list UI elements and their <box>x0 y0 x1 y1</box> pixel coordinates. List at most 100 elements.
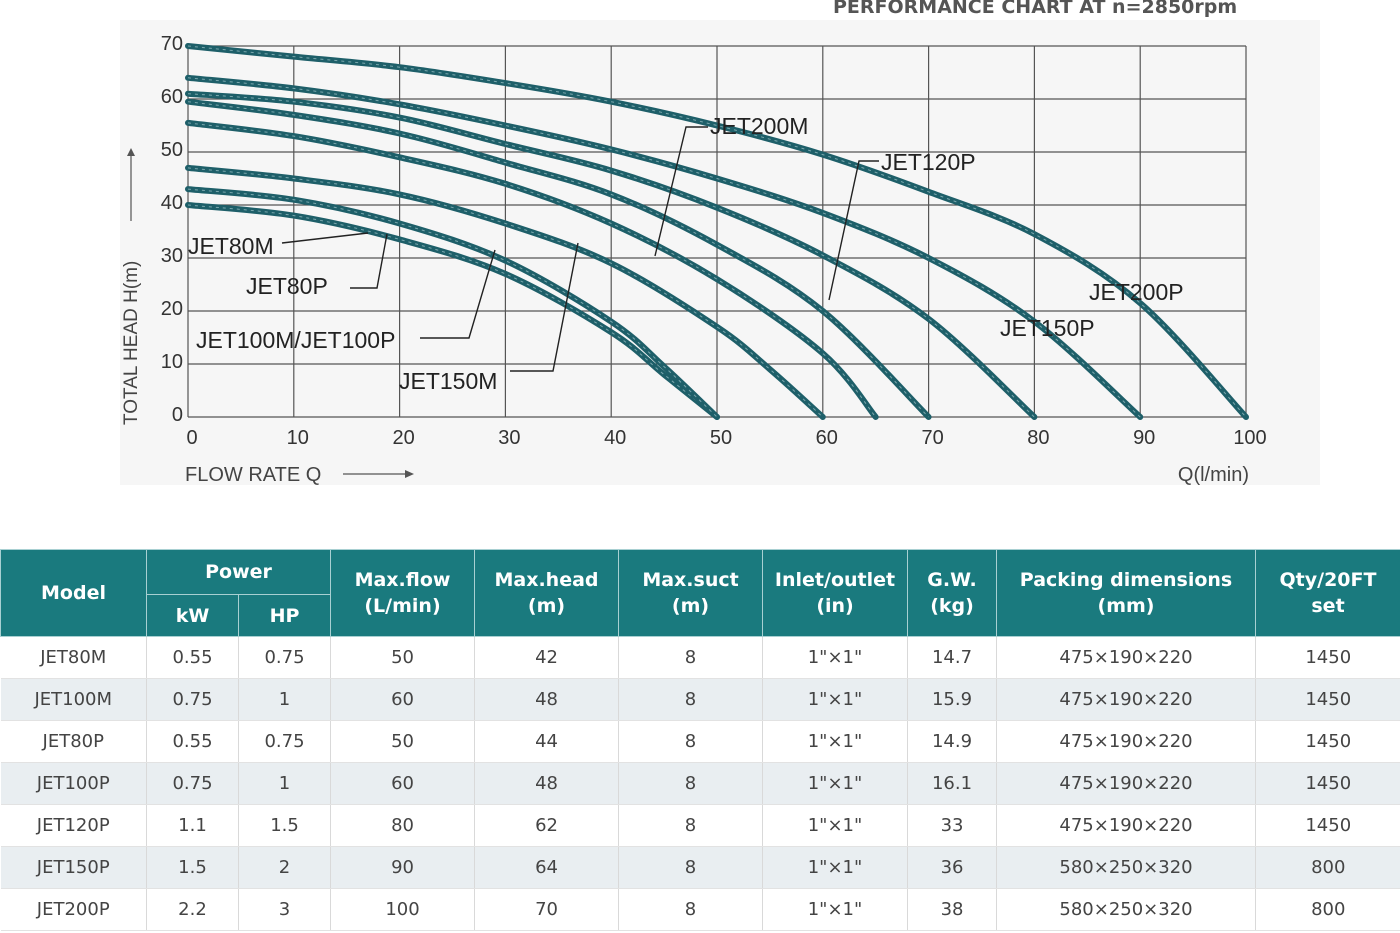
series-line-texture <box>187 45 1247 418</box>
y-tick-label: 60 <box>161 86 183 108</box>
x-unit-label: Q(l/min) <box>1178 464 1249 486</box>
cell-packing: 475×190×220 <box>996 720 1257 763</box>
cell-model: JET100M <box>0 678 147 721</box>
cell-max-suct: 8 <box>618 888 764 931</box>
series-label: JET80P <box>246 273 328 299</box>
header-qty: Qty/20FT set <box>1255 549 1400 637</box>
cell-qty: 1450 <box>1255 720 1400 763</box>
series-label: JET100M/JET100P <box>196 327 395 353</box>
chart-title: PERFORMANCE CHART AT n=2850rpm <box>833 0 1238 18</box>
cell-hp: 1 <box>238 762 332 805</box>
x-axis-arrowhead <box>405 470 414 478</box>
cell-max-head: 70 <box>474 888 620 931</box>
series-line-texture <box>187 101 929 418</box>
cell-max-flow: 90 <box>330 846 476 889</box>
cell-inlet-outlet: 1"×1" <box>762 678 909 721</box>
x-tick-label: 40 <box>604 427 626 449</box>
header-max-head-line2: (m) <box>527 595 566 617</box>
x-tick-label: 20 <box>392 427 414 449</box>
cell-gw: 36 <box>907 846 998 889</box>
cell-kw: 2.2 <box>146 888 239 931</box>
cell-max-flow: 50 <box>330 720 476 763</box>
header-max-head: Max.head (m) <box>474 549 620 637</box>
spec-table: Model Power Max.flow (L/min) Max.head (m… <box>0 549 1400 931</box>
header-max-suct-line1: Max.suct <box>642 569 739 591</box>
cell-qty: 800 <box>1255 846 1400 889</box>
cell-hp: 1 <box>238 678 332 721</box>
cell-kw: 1.1 <box>146 804 239 847</box>
cell-qty: 1450 <box>1255 678 1400 721</box>
header-inlet-outlet: Inlet/outlet (in) <box>762 549 909 637</box>
header-qty-line2: set <box>1311 595 1345 617</box>
header-qty-line1: Qty/20FT <box>1279 569 1377 591</box>
cell-packing: 475×190×220 <box>996 762 1257 805</box>
cell-max-head: 62 <box>474 804 620 847</box>
performance-chart: 0 10 20 30 40 50 60 70 80 90 100 0 10 20 30 40 50 60 70 JE… <box>121 33 1267 486</box>
cell-hp: 0.75 <box>238 636 332 679</box>
cell-qty: 1450 <box>1255 804 1400 847</box>
y-tick-label: 40 <box>161 192 183 214</box>
table-row: JET120P 1.1 1.5 80 62 8 1"×1" 33 475×190×220 1450 <box>0 804 1400 847</box>
header-max-flow-line2: (L/min) <box>364 595 441 617</box>
label-leader-line <box>654 126 708 257</box>
cell-qty: 1450 <box>1255 762 1400 805</box>
header-gw-line2: (kg) <box>930 595 974 617</box>
cell-max-suct: 8 <box>618 762 764 805</box>
cell-packing: 580×250×320 <box>996 888 1257 931</box>
label-leader-line <box>281 232 369 244</box>
cell-qty: 1450 <box>1255 636 1400 679</box>
cell-packing: 475×190×220 <box>996 804 1257 847</box>
header-max-head-line1: Max.head <box>494 569 599 591</box>
cell-qty: 800 <box>1255 888 1400 931</box>
y-tick-label: 10 <box>161 351 183 373</box>
table-row: JET80P 0.55 0.75 50 44 8 1"×1" 14.9 475×190×220 1… <box>0 720 1400 763</box>
header-inlet-outlet-line2: (in) <box>816 595 854 617</box>
cell-inlet-outlet: 1"×1" <box>762 762 909 805</box>
cell-hp: 2 <box>238 846 332 889</box>
series-line-texture <box>187 122 877 418</box>
series-label: JET200P <box>1089 279 1184 305</box>
cell-inlet-outlet: 1"×1" <box>762 888 909 931</box>
cell-gw: 38 <box>907 888 998 931</box>
y-tick-label: 70 <box>161 33 183 55</box>
cell-gw: 15.9 <box>907 678 998 721</box>
cell-max-flow: 60 <box>330 762 476 805</box>
cell-max-flow: 100 <box>330 888 476 931</box>
header-inlet-outlet-line1: Inlet/outlet <box>774 569 896 591</box>
series-label: JET150P <box>1000 315 1095 341</box>
table-row: JET100P 0.75 1 60 48 8 1"×1" 16.1 475×190×220 145… <box>0 762 1400 805</box>
cell-gw: 14.9 <box>907 720 998 763</box>
series-label: JET200M <box>710 113 808 139</box>
cell-max-suct: 8 <box>618 846 764 889</box>
cell-gw: 16.1 <box>907 762 998 805</box>
cell-packing: 475×190×220 <box>996 636 1257 679</box>
cell-kw: 1.5 <box>146 846 239 889</box>
header-max-flow: Max.flow (L/min) <box>330 549 476 637</box>
y-tick-label: 50 <box>161 139 183 161</box>
cell-kw: 0.55 <box>146 636 239 679</box>
cell-inlet-outlet: 1"×1" <box>762 636 909 679</box>
cell-packing: 580×250×320 <box>996 846 1257 889</box>
cell-model: JET80P <box>0 720 147 763</box>
header-gw-line1: G.W. <box>927 569 977 591</box>
cell-max-flow: 50 <box>330 636 476 679</box>
y-tick-label: 0 <box>172 404 183 426</box>
y-axis-label: TOTAL HEAD H(m) <box>121 261 142 425</box>
header-model: Model <box>0 549 147 637</box>
cell-max-head: 42 <box>474 636 620 679</box>
cell-kw: 0.55 <box>146 720 239 763</box>
table-row: JET80M 0.55 0.75 50 42 8 1"×1" 14.7 475×190×220 1… <box>0 636 1400 679</box>
y-tick-label: 20 <box>161 298 183 320</box>
series-label: JET150M <box>399 368 497 394</box>
label-leader-line <box>510 242 579 372</box>
header-packing-line2: (mm) <box>1097 595 1155 617</box>
cell-inlet-outlet: 1"×1" <box>762 720 909 763</box>
cell-model: JET100P <box>0 762 147 805</box>
cell-kw: 0.75 <box>146 762 239 805</box>
series-label: JET120P <box>881 149 976 175</box>
x-tick-label: 0 <box>186 427 197 449</box>
x-axis-label: FLOW RATE Q <box>185 464 321 486</box>
cell-inlet-outlet: 1"×1" <box>762 804 909 847</box>
cell-max-head: 48 <box>474 678 620 721</box>
table-row: JET200P 2.2 3 100 70 8 1"×1" 38 580×250×320 800 <box>0 888 1400 931</box>
